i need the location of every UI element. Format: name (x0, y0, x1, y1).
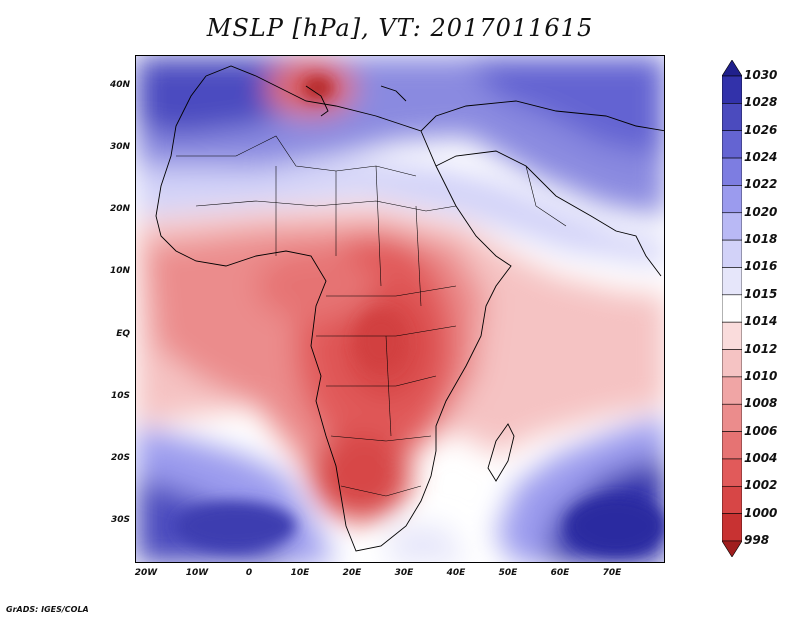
mslp-field-detail (176, 78, 664, 556)
colorbar-label: 1024 (744, 150, 778, 165)
colorbar-label: 1000 (744, 505, 778, 520)
xtick-label: 70E (602, 568, 622, 578)
colorbar-box (722, 376, 742, 405)
colorbar-label: 1012 (744, 341, 778, 356)
xtick-label: 10E (290, 568, 310, 578)
italy (305, 85, 329, 117)
colorbar-box (722, 513, 742, 542)
colorbar-label: 1026 (744, 122, 778, 137)
colorbar-box (722, 157, 742, 186)
colorbar-label: 1006 (744, 423, 778, 438)
balkans (380, 85, 407, 102)
ytick-label: 20N (109, 204, 130, 214)
colorbar-box (722, 349, 742, 378)
xtick-label: 20E (342, 568, 362, 578)
ytick-label: 30S (110, 515, 130, 525)
colorbar-box (722, 239, 742, 268)
colorbar-box (722, 321, 742, 350)
colorbar-label: 1020 (744, 204, 778, 219)
colorbar-box (722, 267, 742, 296)
coastlines (155, 65, 664, 552)
ytick-label: 10N (109, 266, 130, 276)
africa-outline (155, 75, 512, 552)
ytick-label: EQ (116, 329, 130, 339)
ytick-label: 10S (110, 391, 130, 401)
colorbar-label: 1008 (744, 396, 778, 411)
colorbar (722, 60, 742, 557)
xtick-label: 60E (550, 568, 570, 578)
colorbar-box (722, 403, 742, 432)
colorbar-label: 1015 (744, 286, 778, 301)
colorbar-box (722, 458, 742, 487)
xtick-label: 40E (446, 568, 466, 578)
colorbar-box (722, 485, 742, 514)
colorbar-label: 1016 (744, 259, 778, 274)
map-svg (136, 56, 664, 562)
xtick-label: 0 (245, 568, 253, 578)
mslp-field (136, 56, 664, 562)
north-africa-coast (205, 65, 422, 132)
colorbar-box (722, 431, 742, 460)
colorbar-box (722, 75, 742, 104)
colorbar-label: 1010 (744, 368, 778, 383)
colorbar-box (722, 130, 742, 159)
colorbar-box (722, 103, 742, 132)
country-borders (176, 135, 567, 497)
xtick-label: 30E (394, 568, 414, 578)
colorbar-box (722, 185, 742, 214)
colorbar-label: 1018 (744, 232, 778, 247)
ytick-label: 40N (109, 80, 130, 90)
colorbar-label: 998 (744, 533, 770, 547)
colorbar-top-arrow (722, 60, 742, 77)
arabia-coast (435, 150, 662, 277)
ytick-label: 20S (110, 453, 130, 463)
plot-title: MSLP [hPa], VT: 2017011615 (206, 14, 594, 42)
map-panel (135, 55, 665, 563)
colorbar-box (722, 212, 742, 241)
colorbar-bottom-arrow (722, 540, 742, 557)
colorbar-label: 1014 (744, 314, 778, 329)
xtick-label: 20W (134, 568, 158, 578)
colorbar-label: 1022 (744, 177, 778, 192)
asia-coast (420, 100, 664, 132)
xtick-label: 10W (185, 568, 209, 578)
colorbar-label: 1002 (744, 478, 778, 493)
colorbar-label: 1004 (744, 450, 778, 465)
xtick-label: 50E (498, 568, 518, 578)
madagascar (487, 423, 515, 482)
colorbar-label: 1028 (744, 95, 778, 110)
colorbar-box (722, 294, 742, 323)
colorbar-label: 1030 (744, 68, 778, 82)
ytick-label: 30N (109, 142, 130, 152)
footer-credit: GrADS: IGES/COLA (6, 605, 89, 614)
